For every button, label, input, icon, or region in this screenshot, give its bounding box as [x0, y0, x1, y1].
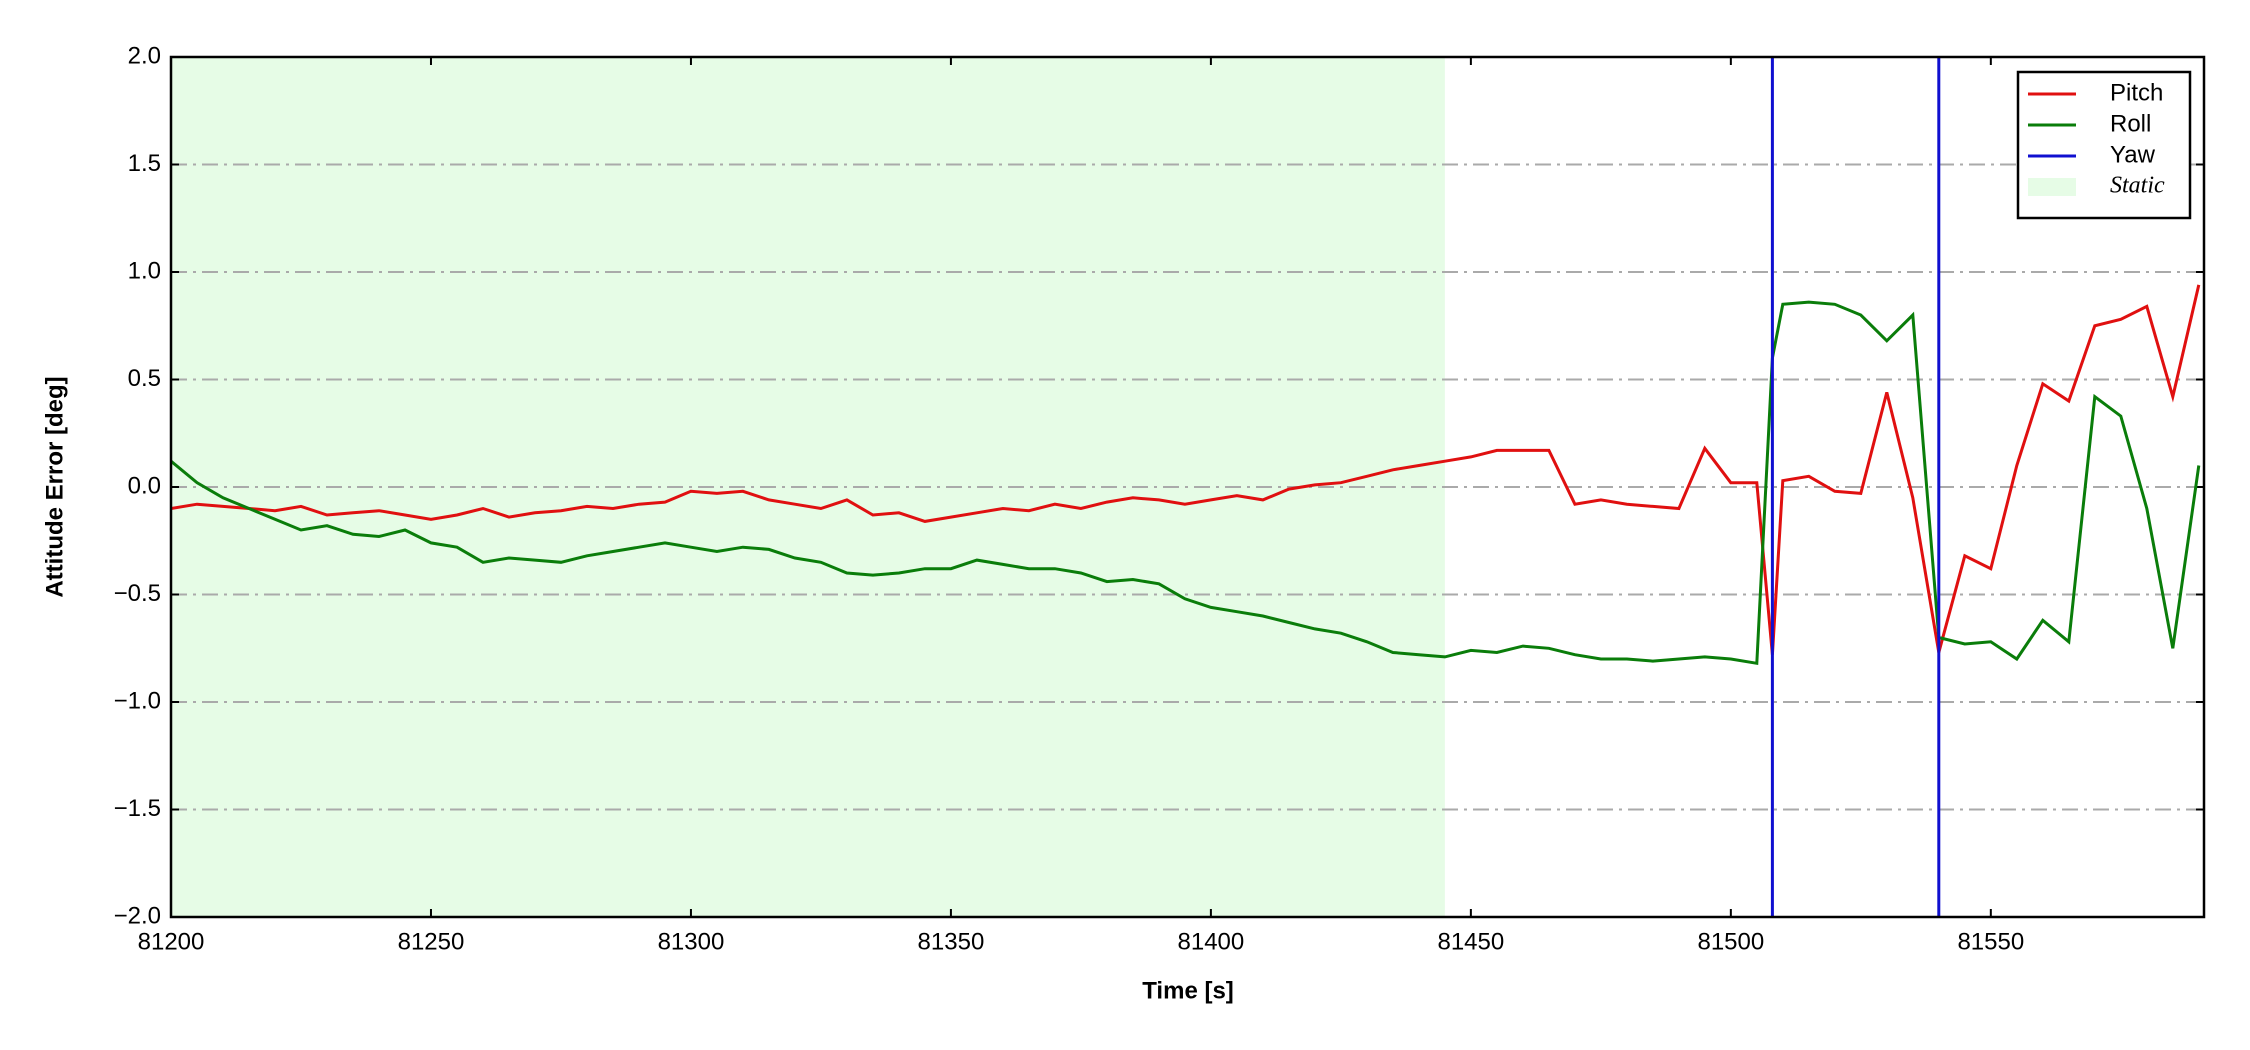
legend-label: Pitch	[2110, 79, 2163, 106]
series-line	[1770, 57, 1941, 917]
y-tick-label: 2.0	[128, 42, 161, 69]
y-tick-label: −1.5	[114, 795, 161, 822]
legend-label: Roll	[2110, 110, 2151, 137]
legend-label: Static	[2110, 173, 2165, 199]
x-tick-label: 81200	[138, 928, 205, 955]
y-tick-label: −1.0	[114, 687, 161, 714]
series-line	[171, 284, 2201, 655]
y-tick-label: 1.5	[128, 150, 161, 177]
x-tick-label: 81300	[658, 928, 725, 955]
x-tick-label: 81350	[918, 928, 985, 955]
plot-frame	[169, 55, 2206, 919]
x-tick-label: 81250	[398, 928, 465, 955]
y-tick-label: 0.5	[128, 365, 161, 392]
x-tick-label: 81550	[1957, 928, 2024, 955]
y-tick-label: −2.0	[114, 902, 161, 929]
legend-label: Yaw	[2110, 141, 2156, 168]
y-tick-label: 0.0	[128, 472, 161, 499]
series-line	[171, 300, 2201, 666]
y-tick-label: 1.0	[128, 257, 161, 284]
x-tick-label: 81500	[1697, 928, 1764, 955]
x-tick-label: 81450	[1437, 928, 1504, 955]
legend-swatch	[2028, 178, 2076, 196]
y-axis-label: Attitude Error [deg]	[41, 376, 68, 597]
y-tick-label: −0.5	[114, 580, 161, 607]
x-tick-label: 81400	[1178, 928, 1245, 955]
x-axis-label: Time [s]	[1142, 977, 1234, 1004]
